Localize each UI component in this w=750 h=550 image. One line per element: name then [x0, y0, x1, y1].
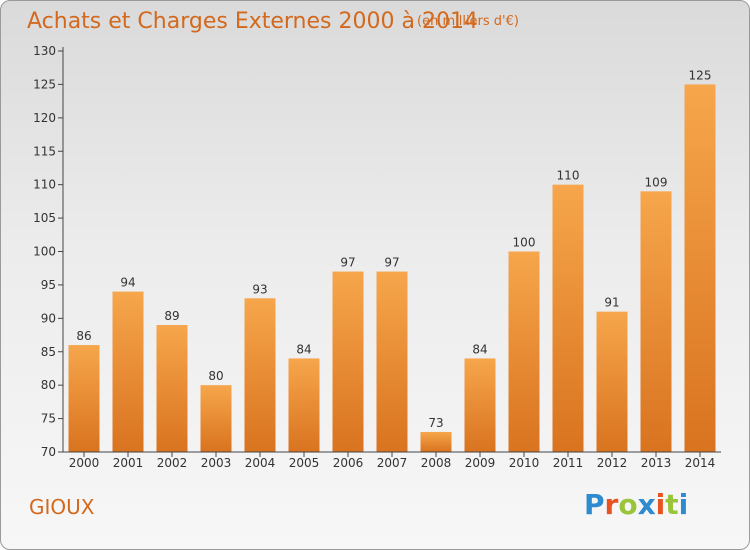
- bar-2000: [68, 345, 100, 452]
- commune-name: GIOUX: [29, 495, 95, 519]
- data-label-2013: 109: [645, 175, 668, 189]
- x-tick-label-2001: 2001: [113, 456, 144, 470]
- y-tick-label: 95: [41, 278, 56, 292]
- x-tick-label-2003: 2003: [201, 456, 232, 470]
- data-label-2014: 125: [689, 68, 712, 82]
- x-tick-label-2007: 2007: [377, 456, 408, 470]
- y-tick-label: 120: [33, 111, 56, 125]
- y-tick-label: 110: [33, 178, 56, 192]
- data-label-2004: 93: [252, 282, 267, 296]
- chart-title: Achats et Charges Externes 2000 à 2014: [27, 9, 478, 34]
- logo-letter: x: [637, 488, 656, 521]
- data-label-2002: 89: [164, 309, 179, 323]
- x-tick-label-2010: 2010: [509, 456, 540, 470]
- x-tick-label-2014: 2014: [685, 456, 716, 470]
- y-tick-label: 130: [33, 44, 56, 58]
- data-label-2011: 110: [557, 169, 580, 183]
- y-tick-label: 115: [33, 144, 56, 158]
- x-tick-label-2005: 2005: [289, 456, 320, 470]
- bar-2012: [596, 311, 628, 452]
- y-tick-label: 105: [33, 211, 56, 225]
- bar-2013: [640, 191, 672, 452]
- x-tick-label-2009: 2009: [465, 456, 496, 470]
- y-tick-label: 70: [41, 445, 56, 459]
- data-label-2008: 73: [428, 416, 443, 430]
- data-label-2012: 91: [604, 296, 619, 310]
- data-label-2003: 80: [208, 369, 223, 383]
- bar-2004: [244, 298, 276, 452]
- x-tick-label-2000: 2000: [69, 456, 100, 470]
- y-tick-label: 100: [33, 245, 56, 259]
- data-label-2007: 97: [384, 256, 399, 270]
- bars-group: 86 94 89 80 93 84 97 97 73 84 100 110 91 109 125: [68, 68, 716, 453]
- x-tick-label-2006: 2006: [333, 456, 364, 470]
- y-tick-label: 85: [41, 345, 56, 359]
- x-tick-label-2004: 2004: [245, 456, 276, 470]
- axes-group: 70 75 80 85 90 95 100 105 110 115 120 125 130 2000 200…: [33, 44, 721, 470]
- bar-2006: [332, 271, 364, 452]
- bar-2008: [420, 431, 452, 452]
- x-tick-label-2002: 2002: [157, 456, 188, 470]
- bar-2010: [508, 251, 540, 452]
- bar-2009: [464, 358, 496, 452]
- data-label-2000: 86: [76, 329, 91, 343]
- x-tick-label-2013: 2013: [641, 456, 672, 470]
- y-tick-label: 90: [41, 311, 56, 325]
- data-label-2005: 84: [296, 342, 311, 356]
- data-label-2010: 100: [513, 236, 536, 250]
- x-tick-label-2012: 2012: [597, 456, 628, 470]
- x-tick-label-2011: 2011: [553, 456, 584, 470]
- y-tick-label: 125: [33, 77, 56, 91]
- proxiti-logo: Proxiti: [584, 488, 688, 521]
- data-label-2006: 97: [340, 256, 355, 270]
- logo-letter: o: [618, 488, 638, 521]
- y-tick-label: 75: [41, 412, 56, 426]
- y-tick-label: 80: [41, 378, 56, 392]
- bar-2011: [552, 184, 584, 452]
- data-label-2009: 84: [472, 342, 487, 356]
- chart-units: (en milliers d'€): [417, 14, 519, 29]
- logo-letter: i: [655, 488, 666, 521]
- bar-2002: [156, 325, 188, 452]
- logo-letter: P: [584, 488, 605, 521]
- bar-2005: [288, 358, 320, 452]
- bar-2007: [376, 271, 408, 452]
- logo-letter: t: [665, 488, 679, 521]
- x-tick-label-2008: 2008: [421, 456, 452, 470]
- bar-2003: [200, 385, 232, 452]
- bar-2001: [112, 291, 144, 452]
- data-label-2001: 94: [120, 276, 135, 290]
- logo-letter: r: [604, 488, 619, 521]
- bar-2014: [684, 84, 716, 453]
- logo-letter: i: [678, 488, 689, 521]
